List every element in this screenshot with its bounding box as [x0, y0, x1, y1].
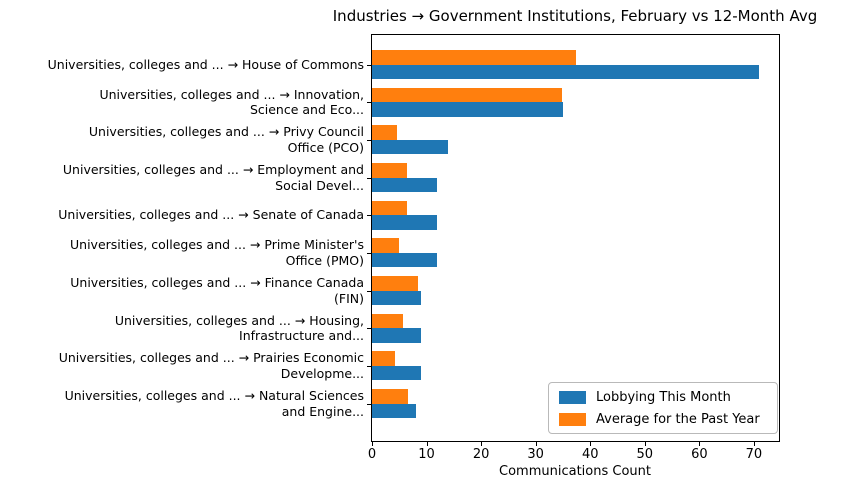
- bar-lobbying-this-month: [372, 365, 422, 381]
- bar-lobbying-this-month: [372, 252, 438, 268]
- legend-entry-average-past-year: Average for the Past Year: [559, 412, 767, 427]
- bar-average-for-the-past-year: [372, 50, 576, 65]
- y-tick-label: Universities, colleges and ... → Innovat…: [99, 86, 364, 118]
- bar-average-for-the-past-year: [372, 389, 408, 404]
- bar-average-for-the-past-year: [372, 238, 399, 253]
- x-tick-mark: [753, 442, 755, 446]
- bar-lobbying-this-month: [372, 403, 416, 419]
- y-tick-label: Universities, colleges and ... → Privy C…: [88, 124, 364, 155]
- y-tick-label: Universities, colleges and ... → Prime M…: [70, 237, 364, 268]
- bar-average-for-the-past-year: [372, 276, 418, 291]
- bar-average-for-the-past-year: [372, 87, 562, 103]
- plot-area: [371, 34, 780, 442]
- y-tick-label: Universities, colleges and ... → Housing…: [114, 312, 364, 344]
- legend-swatch-orange: [559, 412, 586, 426]
- x-tick-mark: [590, 442, 592, 446]
- y-tick-label: Universities, colleges and ... → House o…: [47, 56, 364, 72]
- legend-label: Average for the Past Year: [596, 411, 760, 427]
- y-tick-mark: [367, 290, 371, 292]
- y-tick-label: Universities, colleges and ... → Employm…: [62, 162, 364, 193]
- bar-average-for-the-past-year: [372, 200, 407, 216]
- y-tick-mark: [367, 177, 371, 179]
- x-tick-label: 70: [745, 447, 763, 462]
- bar-lobbying-this-month: [372, 290, 422, 306]
- y-tick-mark: [367, 64, 371, 66]
- bar-lobbying-this-month: [372, 215, 438, 230]
- x-tick-label: 0: [367, 447, 377, 462]
- bar-average-for-the-past-year: [372, 125, 397, 140]
- bar-lobbying-this-month: [372, 177, 438, 192]
- x-tick-label: 30: [527, 447, 544, 462]
- bar-lobbying-this-month: [372, 328, 422, 343]
- bar-lobbying-this-month: [372, 139, 449, 155]
- y-tick-mark: [367, 139, 371, 141]
- x-tick-mark: [481, 442, 483, 446]
- x-tick-mark: [372, 442, 373, 446]
- x-tick-mark: [426, 442, 428, 446]
- x-tick-label: 10: [418, 447, 435, 462]
- legend-entry-lobbying-this-month: Lobbying This Month: [559, 390, 767, 405]
- y-tick-mark: [367, 252, 371, 254]
- y-tick-label: Universities, colleges and ... → Prairie…: [58, 350, 364, 381]
- y-tick-mark: [367, 328, 371, 330]
- y-tick-mark: [367, 102, 371, 104]
- x-tick-mark: [644, 442, 646, 446]
- x-tick-label: 60: [691, 447, 708, 462]
- y-tick-mark: [367, 215, 371, 217]
- chart-title: Industries → Government Institutions, Fe…: [332, 7, 818, 25]
- legend-swatch-blue: [559, 390, 586, 404]
- bar-average-for-the-past-year: [372, 163, 408, 178]
- y-tick-mark: [367, 403, 371, 405]
- bar-average-for-the-past-year: [372, 351, 395, 366]
- x-tick-label: 40: [581, 447, 599, 462]
- x-tick-mark: [699, 442, 701, 446]
- legend: Lobbying This Month Average for the Past…: [548, 382, 778, 434]
- bar-average-for-the-past-year: [372, 313, 404, 329]
- y-tick-label: Universities, colleges and ... → Natural…: [64, 388, 364, 419]
- y-tick-label: Universities, colleges and ... → Finance…: [70, 275, 364, 306]
- y-tick-mark: [367, 365, 371, 367]
- bar-lobbying-this-month: [372, 64, 760, 79]
- y-tick-label: Universities, colleges and ... → Senate …: [58, 207, 364, 223]
- legend-label: Lobbying This Month: [596, 389, 731, 405]
- bar-lobbying-this-month: [372, 102, 563, 117]
- x-tick-mark: [535, 442, 537, 446]
- x-axis-label: Communications Count: [499, 464, 651, 479]
- x-tick-label: 20: [472, 447, 490, 462]
- x-tick-label: 50: [636, 447, 654, 462]
